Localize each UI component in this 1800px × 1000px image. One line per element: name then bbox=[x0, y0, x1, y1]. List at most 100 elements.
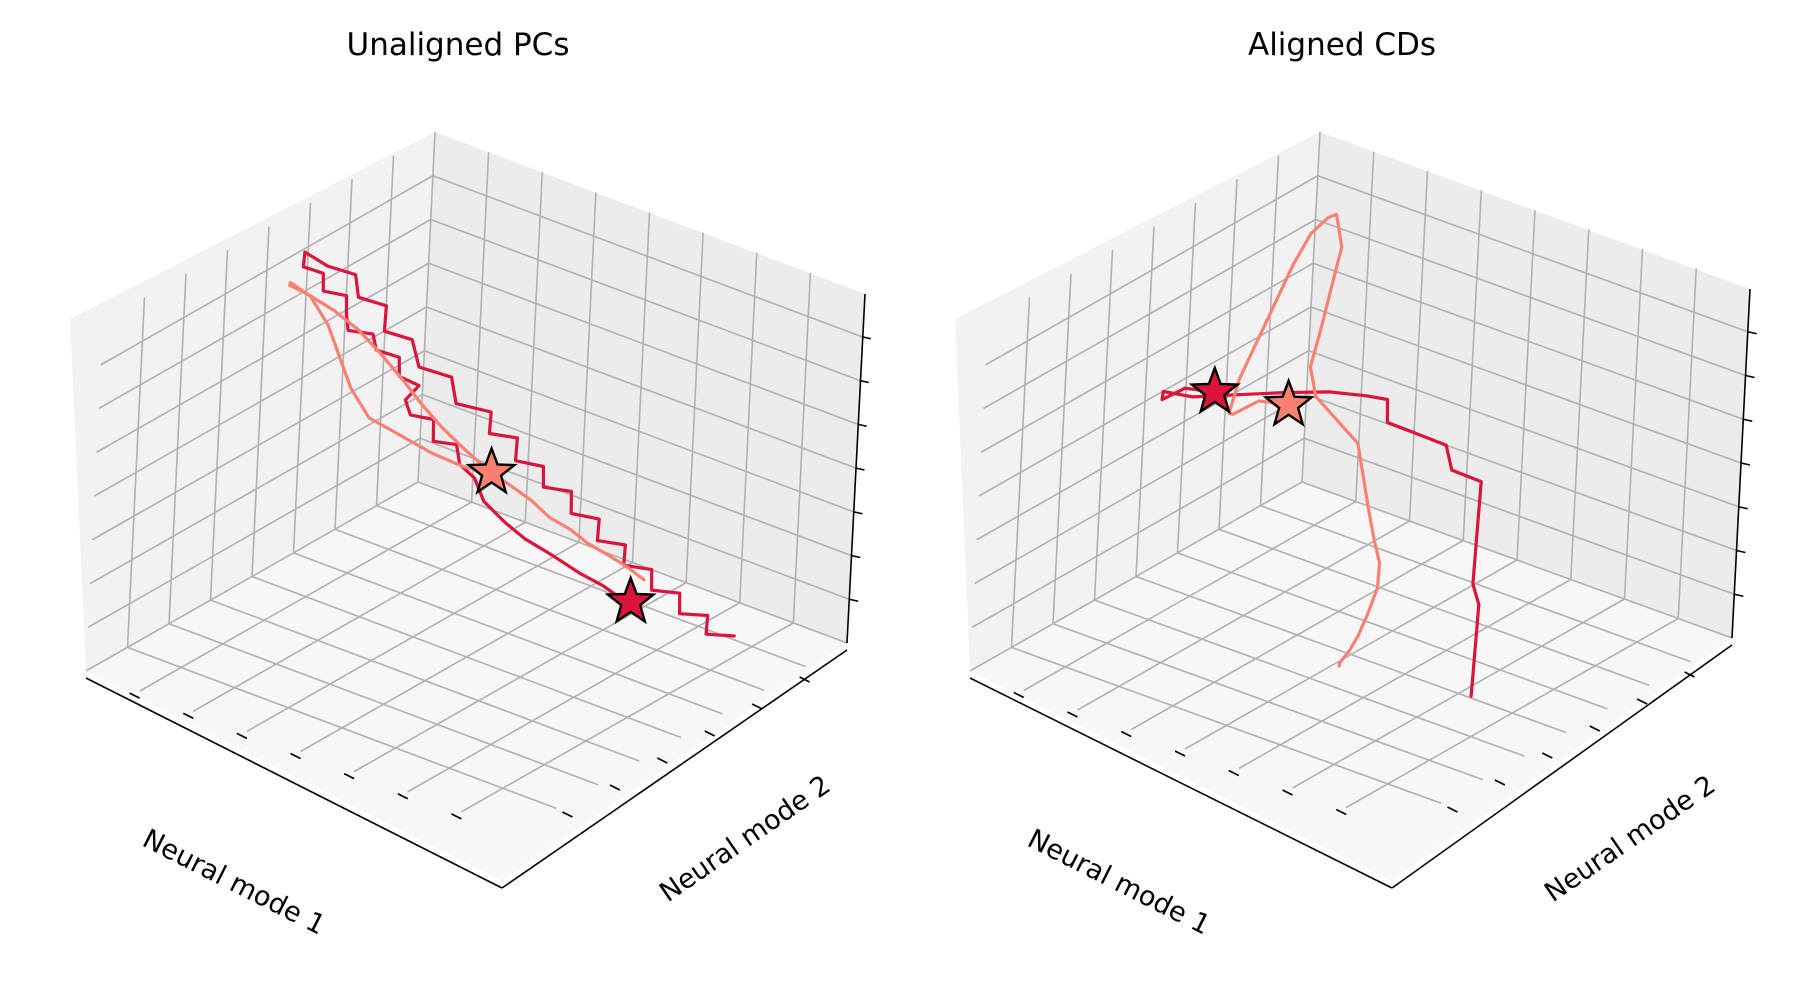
x-tick bbox=[1174, 750, 1186, 757]
y-tick bbox=[1684, 671, 1695, 678]
side-pane bbox=[70, 132, 435, 671]
y-tick bbox=[1541, 752, 1553, 759]
gridline bbox=[94, 306, 427, 497]
gridline bbox=[738, 252, 758, 603]
gridline bbox=[127, 646, 557, 810]
trajectory-line bbox=[301, 250, 736, 638]
gridline bbox=[96, 262, 430, 453]
y-tick bbox=[1636, 698, 1648, 705]
gridline bbox=[1093, 250, 1114, 601]
y-tick bbox=[562, 811, 573, 818]
gridlines bbox=[85, 131, 863, 813]
gridline bbox=[1052, 622, 1484, 781]
z-tick bbox=[848, 598, 859, 603]
y-tick bbox=[1589, 725, 1601, 732]
trajectory-line bbox=[288, 281, 646, 582]
gridline bbox=[1317, 174, 1749, 333]
gridline bbox=[1094, 599, 1525, 757]
gridline bbox=[432, 175, 863, 338]
gridline bbox=[1569, 229, 1590, 580]
pane-edge bbox=[969, 481, 1303, 672]
x-tick bbox=[1067, 711, 1078, 718]
gridline bbox=[353, 581, 687, 773]
z-tick bbox=[859, 379, 869, 384]
chart-aligned-cds: Aligned CDs Neural mode 1 Neural mode 2 bbox=[955, 27, 1757, 941]
floor-pane bbox=[86, 482, 847, 881]
y-tick bbox=[704, 730, 716, 737]
chart-title: Aligned CDs bbox=[1248, 27, 1436, 63]
chart-title: Unaligned PCs bbox=[347, 27, 570, 63]
x-tick bbox=[1013, 691, 1025, 699]
z-tick bbox=[1743, 418, 1753, 423]
gridline bbox=[792, 272, 812, 623]
z-tick bbox=[861, 335, 872, 340]
gridline bbox=[210, 599, 640, 762]
gridline bbox=[1292, 598, 1625, 789]
gridline bbox=[985, 175, 1319, 366]
trajectory-line bbox=[1160, 386, 1483, 698]
y-axis-line bbox=[1391, 644, 1733, 889]
gridline bbox=[983, 218, 1316, 410]
side-pane bbox=[955, 132, 1320, 671]
z-tick bbox=[851, 554, 861, 559]
z-tick bbox=[857, 423, 867, 428]
gridline bbox=[1623, 248, 1644, 600]
gridline bbox=[1315, 218, 1746, 377]
x-tick bbox=[451, 813, 462, 820]
gridline bbox=[685, 232, 704, 583]
z-tick bbox=[1745, 374, 1755, 379]
y-tick bbox=[1447, 806, 1458, 813]
x-axis-line bbox=[969, 677, 1393, 889]
gridline bbox=[428, 262, 858, 425]
z-tick bbox=[1738, 505, 1748, 510]
x-tick bbox=[129, 692, 140, 699]
gridline bbox=[426, 306, 856, 469]
gridline bbox=[978, 306, 1312, 497]
y-axis-line bbox=[501, 649, 848, 889]
axis-ticks bbox=[1013, 330, 1757, 816]
x-tick bbox=[182, 712, 194, 719]
gridline bbox=[407, 602, 741, 793]
y-tick bbox=[751, 703, 763, 710]
x-tick bbox=[1335, 808, 1347, 816]
gridline bbox=[168, 273, 187, 624]
start-star-marker bbox=[1262, 377, 1315, 428]
z-tick bbox=[853, 510, 863, 515]
pane-edge bbox=[417, 131, 436, 483]
gridline bbox=[126, 297, 146, 648]
gridline bbox=[1052, 273, 1072, 624]
z-tick bbox=[1734, 593, 1744, 598]
pane-edge bbox=[85, 481, 419, 672]
gridline bbox=[1010, 297, 1031, 648]
gridlines bbox=[969, 131, 1749, 809]
y-tick bbox=[1494, 779, 1506, 786]
gridline bbox=[100, 175, 434, 366]
axis-ticks bbox=[129, 335, 872, 820]
start-star-marker bbox=[465, 445, 518, 495]
start-star-marker bbox=[604, 574, 657, 625]
x-tick bbox=[236, 732, 248, 740]
gridline bbox=[1677, 268, 1698, 619]
gridline bbox=[1345, 617, 1679, 809]
z-tick bbox=[1736, 549, 1746, 554]
gridline bbox=[1184, 559, 1518, 750]
y-tick bbox=[656, 757, 668, 764]
gridline bbox=[1310, 306, 1742, 464]
gridline bbox=[980, 262, 1314, 453]
x-tick bbox=[343, 772, 355, 780]
gridline bbox=[1312, 262, 1744, 421]
gridline bbox=[1011, 646, 1442, 805]
gridline bbox=[1238, 578, 1572, 770]
trajectories bbox=[1160, 212, 1483, 698]
gridline bbox=[460, 622, 794, 813]
gridline bbox=[300, 561, 633, 753]
x-tick bbox=[290, 752, 301, 760]
start-star-marker bbox=[1188, 364, 1241, 415]
y-tick bbox=[609, 784, 621, 791]
x-axis-line bbox=[85, 677, 503, 889]
gridline bbox=[209, 250, 229, 601]
x-tick bbox=[1228, 769, 1240, 777]
gridline bbox=[168, 623, 599, 786]
gridline bbox=[98, 218, 432, 410]
